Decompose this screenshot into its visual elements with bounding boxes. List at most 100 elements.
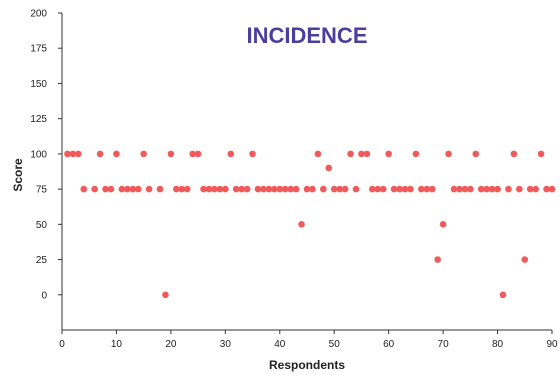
data-point	[145, 185, 153, 193]
y-tick-label: 200	[30, 9, 47, 20]
data-point	[309, 185, 316, 193]
data-point	[516, 185, 523, 193]
data-point	[369, 185, 376, 193]
y-tick-label: 150	[30, 79, 47, 90]
data-point	[124, 185, 131, 193]
data-point	[320, 185, 327, 193]
data-point	[537, 150, 545, 158]
y-tick-label: 75	[36, 185, 48, 196]
data-point	[390, 185, 398, 193]
y-tick-label: 100	[30, 149, 47, 160]
x-tick-label: 20	[165, 339, 177, 350]
data-point	[276, 185, 284, 193]
data-point	[118, 185, 126, 193]
data-point	[194, 150, 202, 158]
data-point	[407, 185, 414, 193]
data-point	[113, 150, 120, 158]
data-point	[439, 221, 447, 228]
y-axis-title: Score	[11, 158, 25, 192]
x-tick-label: 30	[220, 339, 232, 350]
data-point	[238, 185, 245, 193]
data-point	[418, 185, 425, 193]
data-point	[205, 185, 213, 193]
x-tick-label: 0	[59, 339, 65, 350]
axes	[58, 12, 553, 334]
data-points	[64, 150, 556, 299]
data-point	[260, 185, 267, 193]
x-axis-title: Respondents	[269, 358, 345, 372]
x-tick-label: 70	[438, 339, 450, 350]
data-point	[401, 185, 409, 193]
data-point	[102, 185, 109, 193]
data-point	[222, 185, 229, 193]
data-point	[488, 185, 496, 193]
data-point	[281, 185, 289, 193]
y-tick-label: 25	[36, 255, 48, 266]
data-point	[412, 150, 420, 158]
data-point	[249, 150, 256, 158]
data-point	[548, 185, 556, 193]
data-point	[510, 150, 518, 158]
data-point	[265, 185, 273, 193]
x-tick-label: 50	[329, 339, 341, 350]
data-point	[243, 185, 251, 193]
data-point	[287, 185, 294, 193]
data-point	[298, 221, 305, 228]
data-point	[69, 150, 77, 158]
data-point	[450, 185, 458, 193]
data-point	[445, 150, 452, 158]
data-point	[64, 150, 71, 158]
data-point	[363, 150, 371, 158]
data-point	[499, 291, 507, 299]
data-point	[336, 185, 343, 193]
data-point	[314, 150, 322, 158]
data-point	[162, 291, 169, 299]
data-point	[330, 185, 338, 193]
chart-title: INCIDENCE	[246, 23, 367, 48]
x-tick-label: 80	[492, 339, 504, 350]
data-point	[189, 150, 196, 158]
data-point	[216, 185, 224, 193]
data-point	[385, 150, 392, 158]
data-point	[461, 185, 469, 193]
data-point	[341, 185, 349, 193]
y-tick-label: 0	[41, 290, 47, 301]
data-point	[467, 185, 474, 193]
data-point	[254, 185, 262, 193]
y-tick-label: 125	[30, 114, 47, 125]
data-point	[483, 185, 490, 193]
data-point	[352, 185, 360, 193]
data-point	[477, 185, 485, 193]
data-point	[292, 185, 300, 193]
data-point	[494, 185, 501, 193]
data-point	[178, 185, 186, 193]
data-point	[396, 185, 403, 193]
data-point	[472, 150, 480, 158]
tick-labels: 0 25 50 75 100 125 150 175 200 0 10 20 30 40 50 60 70 80 9…	[30, 9, 558, 351]
data-point	[156, 185, 164, 193]
data-point	[532, 185, 539, 193]
data-point	[173, 185, 180, 193]
y-tick-label: 175	[30, 44, 47, 55]
x-tick-label: 90	[546, 339, 558, 350]
data-point	[423, 185, 431, 193]
data-point	[75, 150, 82, 158]
data-point	[80, 185, 88, 193]
data-point	[129, 185, 137, 193]
data-point	[232, 185, 240, 193]
data-point	[183, 185, 191, 193]
data-point	[543, 185, 550, 193]
x-tick-label: 60	[383, 339, 395, 350]
data-point	[211, 185, 218, 193]
data-point	[167, 150, 175, 158]
x-tick-label: 40	[274, 339, 286, 350]
data-point	[303, 185, 311, 193]
data-point	[325, 164, 333, 172]
data-point	[521, 256, 529, 263]
data-point	[379, 185, 387, 193]
data-point	[96, 150, 104, 158]
data-point	[227, 150, 235, 158]
data-point	[140, 150, 147, 158]
data-point	[271, 185, 278, 193]
